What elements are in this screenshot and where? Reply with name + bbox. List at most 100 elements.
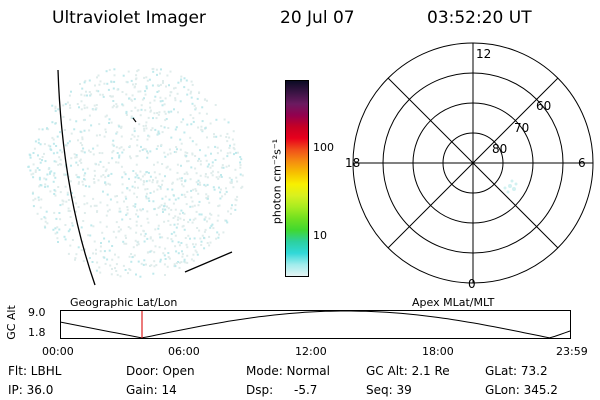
speckle — [77, 139, 79, 142]
speckle — [226, 140, 229, 143]
speckle — [115, 270, 118, 272]
speckle — [234, 168, 237, 171]
speckle — [79, 130, 82, 133]
speckle — [100, 175, 103, 178]
speckle — [147, 197, 150, 200]
speckle — [111, 106, 114, 109]
speckle — [88, 79, 91, 82]
speckle — [224, 193, 227, 196]
speckle — [38, 185, 41, 188]
speckle — [196, 97, 199, 100]
speckle — [190, 189, 193, 192]
speckle — [220, 166, 223, 169]
speckle — [40, 184, 43, 187]
speckle — [104, 128, 107, 131]
timeline-xtick-1800: 18:00 — [422, 345, 454, 358]
speckle — [167, 110, 170, 113]
speckle — [136, 244, 139, 247]
speckle — [134, 172, 137, 175]
speckle — [97, 90, 100, 93]
speckle — [94, 84, 96, 87]
gain-info: Gain: 14 — [126, 383, 177, 397]
speckle — [90, 93, 93, 96]
speckle — [131, 99, 134, 102]
speckle — [106, 82, 109, 85]
speckle — [201, 106, 204, 109]
speckle — [235, 199, 238, 202]
speckle — [136, 70, 139, 73]
speckle — [183, 86, 186, 89]
speckle — [144, 90, 147, 93]
speckle — [139, 178, 142, 181]
speckle — [54, 105, 57, 108]
speckle — [99, 271, 102, 274]
speckle — [180, 261, 183, 264]
speckle — [114, 253, 116, 256]
timeline-ytick-1-8: 1.8 — [28, 326, 46, 339]
speckle — [241, 185, 244, 188]
speckle — [158, 173, 161, 176]
speckle — [173, 87, 175, 90]
speckle — [159, 260, 162, 263]
speckle — [161, 236, 164, 239]
speckle — [77, 164, 79, 167]
speckle — [204, 173, 207, 175]
speckle — [186, 246, 189, 249]
speckle — [210, 172, 213, 175]
speckle — [52, 142, 55, 145]
speckle — [184, 179, 187, 182]
speckle — [57, 186, 60, 188]
speckle — [73, 196, 76, 199]
speckle — [208, 235, 211, 238]
speckle — [37, 196, 40, 199]
speckle — [41, 128, 44, 131]
speckle — [91, 261, 94, 263]
speckle — [232, 146, 235, 149]
speckle — [207, 163, 210, 166]
speckle — [157, 224, 160, 227]
speckle — [166, 237, 169, 240]
speckle — [168, 213, 171, 216]
speckle — [173, 263, 176, 266]
speckle — [73, 153, 76, 156]
speckle — [106, 258, 109, 261]
speckle — [68, 140, 71, 143]
speckle — [120, 135, 123, 138]
speckle — [44, 160, 47, 163]
speckle — [53, 189, 56, 192]
speckle — [156, 188, 159, 191]
speckle — [211, 164, 214, 167]
speckle — [118, 147, 121, 150]
speckle — [149, 175, 152, 178]
speckle — [32, 199, 35, 202]
speckle — [70, 90, 72, 93]
speckle — [109, 198, 112, 201]
speckle — [161, 183, 163, 186]
speckle — [192, 218, 195, 221]
speckle — [73, 128, 76, 131]
speckle — [161, 163, 164, 165]
speckle — [212, 227, 215, 230]
speckle — [231, 204, 233, 207]
timeline-xtick-0000: 00:00 — [42, 345, 74, 358]
speckle — [186, 123, 189, 126]
speckle — [197, 192, 200, 195]
speckle — [213, 188, 216, 191]
speckle — [88, 257, 91, 259]
speckle — [54, 232, 57, 235]
speckle — [84, 248, 86, 251]
speckle — [143, 97, 145, 100]
speckle — [97, 163, 100, 166]
speckle — [164, 155, 167, 158]
terminator-tick — [132, 117, 137, 123]
speckle — [180, 164, 182, 167]
speckle — [53, 172, 56, 175]
speckle — [57, 108, 60, 111]
speckle — [70, 164, 72, 167]
speckle — [133, 192, 136, 195]
speckle — [59, 218, 62, 221]
speckle — [107, 182, 110, 185]
speckle — [74, 258, 76, 261]
speckle — [192, 188, 195, 191]
speckle — [82, 260, 85, 263]
